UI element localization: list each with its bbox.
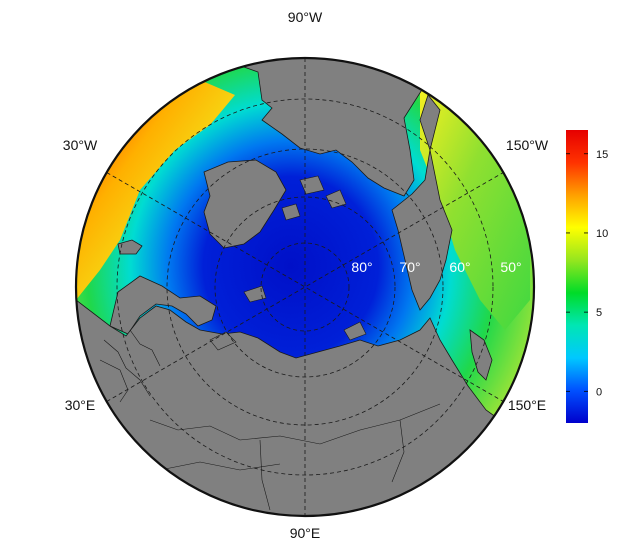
longitude-label-bottom: 90°E bbox=[290, 525, 321, 541]
latitude-circle-60 bbox=[166, 148, 444, 426]
iceland-land bbox=[117, 239, 143, 255]
longitude-label-upper-right: 150°W bbox=[506, 137, 549, 153]
eurasia-land bbox=[76, 299, 501, 516]
colorbar-tick-label: 15 bbox=[596, 149, 608, 161]
colorbar-ticks: 15 10 5 0 bbox=[566, 149, 608, 398]
country-borders bbox=[99, 329, 441, 511]
arctic-islands bbox=[209, 175, 367, 351]
latitude-circle-80 bbox=[260, 242, 350, 332]
colorbar-ramp bbox=[566, 130, 588, 423]
latitude-label-80: 80° bbox=[351, 259, 372, 275]
meridian-30e-150w bbox=[106, 172, 504, 402]
kamchatka-land bbox=[469, 329, 493, 381]
land-masses bbox=[76, 58, 501, 516]
canadian-arctic-land bbox=[204, 58, 426, 197]
longitude-label-lower-left: 30°E bbox=[65, 397, 96, 413]
map-disk bbox=[76, 58, 534, 516]
colorbar-tick-label: 5 bbox=[596, 307, 602, 319]
colorbar-tick-label: 10 bbox=[596, 228, 608, 240]
meridian-30w-150e bbox=[106, 172, 504, 402]
north-pacific-warm-water bbox=[420, 90, 530, 330]
longitude-label-lower-right: 150°E bbox=[508, 397, 546, 413]
latitude-label-50: 50° bbox=[500, 259, 521, 275]
colorbar-tick-label: 0 bbox=[596, 386, 602, 398]
greenland-land bbox=[203, 159, 287, 249]
latitude-label-60: 60° bbox=[449, 259, 470, 275]
colorbar: 15 10 5 0 bbox=[566, 130, 608, 423]
latitude-labels: 80° 70° 60° 50° bbox=[351, 259, 521, 275]
latitude-label-70: 70° bbox=[399, 259, 420, 275]
alaska-land bbox=[391, 94, 453, 311]
longitude-labels: 90°W 30°W 150°W 30°E 150°E 90°E bbox=[63, 9, 549, 541]
longitude-label-top: 90°W bbox=[288, 9, 323, 25]
longitude-label-upper-left: 30°W bbox=[63, 137, 98, 153]
map-border bbox=[74, 56, 536, 518]
graticule bbox=[106, 58, 504, 516]
